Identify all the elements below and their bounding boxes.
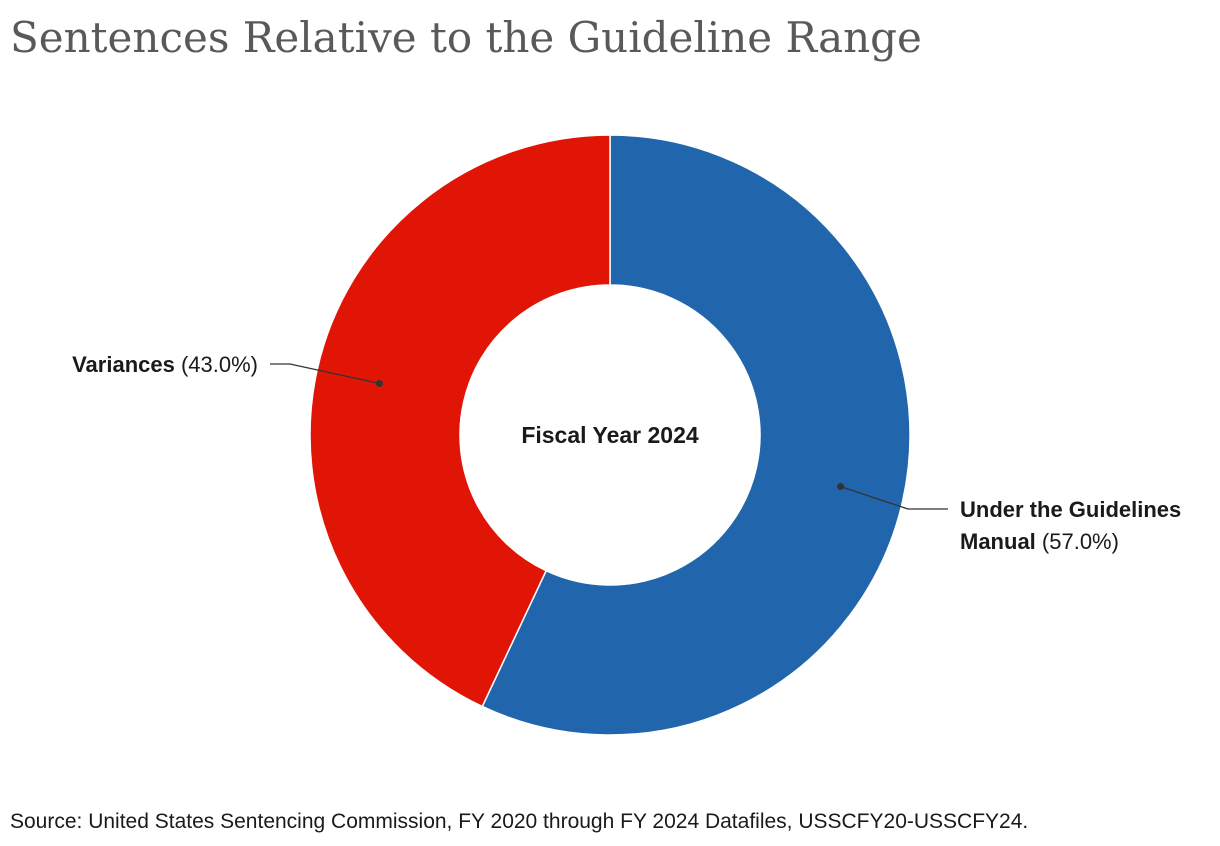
- labels-layer: Under the Guidelines Manual (57.0%) Varian…: [72, 352, 1181, 554]
- donut-slice-1: [309, 134, 611, 708]
- leader-lines-layer: [270, 363, 948, 510]
- slice-label-1: Variances (43.0%): [72, 352, 258, 377]
- donut-slice-0: [481, 134, 911, 736]
- source-note: Source: United States Sentencing Commiss…: [10, 810, 1029, 833]
- slice-label-0: Under the Guidelines Manual (57.0%): [960, 497, 1181, 554]
- center-label: Fiscal Year 2024: [521, 422, 699, 448]
- slice-value-text: (57.0%): [1036, 529, 1119, 554]
- leader-line-1: [270, 363, 380, 385]
- slices-layer: [309, 134, 911, 736]
- chart-title: Sentences Relative to the Guideline Rang…: [10, 13, 922, 62]
- leader-line-0: [840, 485, 948, 510]
- slice-label-text: Variances: [72, 352, 175, 377]
- slice-value-text: (43.0%): [175, 352, 258, 377]
- slice-label-text: Under the Guidelines: [960, 497, 1181, 522]
- slice-label-text: Manual: [960, 529, 1036, 554]
